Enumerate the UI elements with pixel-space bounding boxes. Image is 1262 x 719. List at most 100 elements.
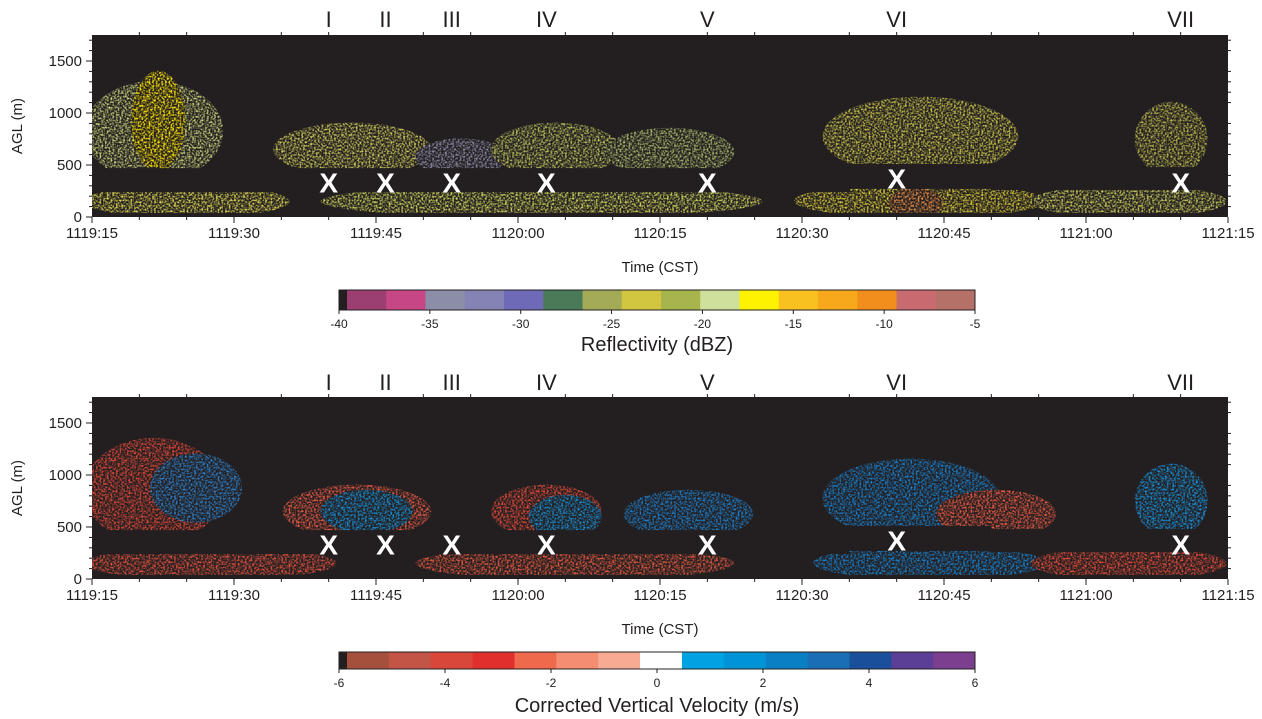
x-tick-label: 1120:15 xyxy=(633,587,686,604)
colorbar-swatch xyxy=(739,290,780,310)
event-x-marker: X xyxy=(887,526,906,557)
colorbar-tick-label: -25 xyxy=(603,317,621,331)
echo-region xyxy=(888,187,943,217)
event-label: VII xyxy=(1167,7,1194,32)
x-tick-label: 1119:30 xyxy=(208,225,260,242)
colorbar-swatch xyxy=(430,652,474,669)
echo-field xyxy=(92,70,1227,217)
colorbar-title: Corrected Vertical Velocity (m/s) xyxy=(515,695,800,717)
colorbar-swatch xyxy=(504,290,544,310)
colorbar-tick-label: 2 xyxy=(760,676,767,690)
event-label: I xyxy=(326,370,332,395)
echo-region xyxy=(822,96,1019,177)
panel-1: I X II X III X IV X V X VI X VII X 0 500 1000 1500 AGL (m)… xyxy=(9,7,1255,356)
x-tick-label: 1120:15 xyxy=(633,225,686,242)
colorbar-tick-label: -35 xyxy=(421,317,439,331)
echo-region xyxy=(320,489,413,533)
x-tick-label: 1120:00 xyxy=(491,587,544,604)
colorbar-tick-label: -20 xyxy=(694,317,712,331)
colorbar-swatch xyxy=(556,652,599,669)
echo-region xyxy=(812,545,1047,579)
colorbar-swatch xyxy=(640,652,683,669)
x-tick-label: 1120:30 xyxy=(775,225,828,242)
echo-region xyxy=(131,70,186,171)
colorbar-tick-label: 6 xyxy=(972,676,979,690)
y-axis-title: AGL (m) xyxy=(9,98,26,154)
colorbar-swatch xyxy=(388,652,432,669)
x-axis-title: Time (CST) xyxy=(622,621,699,638)
event-label: VI xyxy=(886,370,907,395)
colorbar-swatch xyxy=(935,290,976,310)
x-tick-label: 1121:15 xyxy=(1201,587,1254,604)
event-x-marker: X xyxy=(376,530,395,561)
event-label: V xyxy=(700,370,715,395)
event-x-marker: X xyxy=(537,530,556,561)
event-label: III xyxy=(443,7,461,32)
colorbar-swatch xyxy=(723,652,767,669)
colorbar-swatch xyxy=(386,290,426,310)
echo-region xyxy=(415,138,508,177)
colorbar-tick-label: -15 xyxy=(785,317,803,331)
x-tick-label: 1120:00 xyxy=(491,225,544,242)
colorbar-swatch xyxy=(582,290,623,310)
event-x-marker: X xyxy=(442,530,461,561)
colorbar-swatch xyxy=(598,652,641,669)
colorbar-swatch xyxy=(818,290,858,310)
x-tick-label: 1121:00 xyxy=(1059,587,1112,604)
colorbar-swatch xyxy=(807,652,850,669)
y-tick-label: 500 xyxy=(57,157,82,174)
y-tick-label: 1500 xyxy=(49,53,82,70)
colorbar-tick-label: -5 xyxy=(970,317,981,331)
y-tick-label: 1000 xyxy=(49,105,82,122)
echo-region xyxy=(1134,463,1208,539)
colorbar-tick-label: 0 xyxy=(654,676,661,690)
event-x-marker: X xyxy=(698,168,717,199)
colorbar-swatch xyxy=(933,652,976,669)
colorbar-swatch xyxy=(621,290,662,310)
y-tick-label: 0 xyxy=(74,209,82,226)
event-x-marker: X xyxy=(698,530,717,561)
x-tick-label: 1119:15 xyxy=(66,587,118,604)
echo-field xyxy=(92,437,1227,579)
colorbar-swatch xyxy=(765,652,809,669)
colorbar: -40 -35 -30 -25 -20 -15 -10 -5 Reflectivity (dBZ… xyxy=(330,289,981,356)
event-label: II xyxy=(379,370,391,395)
colorbar-swatch xyxy=(543,290,583,310)
x-tick-label: 1119:15 xyxy=(66,225,118,242)
colorbar-swatch xyxy=(472,652,515,669)
x-tick-label: 1119:45 xyxy=(350,225,402,242)
colorbar-tick-label: -10 xyxy=(875,317,893,331)
colorbar-title: Reflectivity (dBZ) xyxy=(581,334,733,356)
colorbar-frame xyxy=(338,289,976,311)
event-label: VII xyxy=(1167,370,1194,395)
colorbar-swatch xyxy=(896,290,937,310)
echo-region xyxy=(1030,547,1227,579)
event-x-marker: X xyxy=(1171,168,1190,199)
colorbar-end xyxy=(339,290,347,310)
echo-region xyxy=(415,547,735,579)
colorbar-tick-label: 4 xyxy=(866,676,873,690)
event-label: II xyxy=(379,7,391,32)
colorbar-swatch xyxy=(464,290,505,310)
echo-region xyxy=(92,185,290,217)
x-tick-label: 1120:45 xyxy=(917,587,970,604)
colorbar-swatch xyxy=(891,652,934,669)
x-tick-label: 1121:15 xyxy=(1201,225,1254,242)
colorbar-swatch xyxy=(778,290,819,310)
event-x-marker: X xyxy=(319,168,338,199)
colorbar-tick-label: -30 xyxy=(512,317,530,331)
colorbar-swatch xyxy=(347,290,387,310)
event-label: VI xyxy=(886,7,907,32)
colorbar-swatch xyxy=(681,652,725,669)
colorbar-swatch xyxy=(514,652,557,669)
event-label: IV xyxy=(536,370,557,395)
echo-region xyxy=(528,494,602,539)
colorbar-swatch xyxy=(661,290,701,310)
colorbar-end xyxy=(339,652,347,669)
event-x-marker: X xyxy=(319,530,338,561)
x-axis-title: Time (CST) xyxy=(622,259,699,276)
y-tick-label: 500 xyxy=(57,519,82,536)
echo-region xyxy=(491,122,621,177)
blind-band xyxy=(92,163,1228,217)
